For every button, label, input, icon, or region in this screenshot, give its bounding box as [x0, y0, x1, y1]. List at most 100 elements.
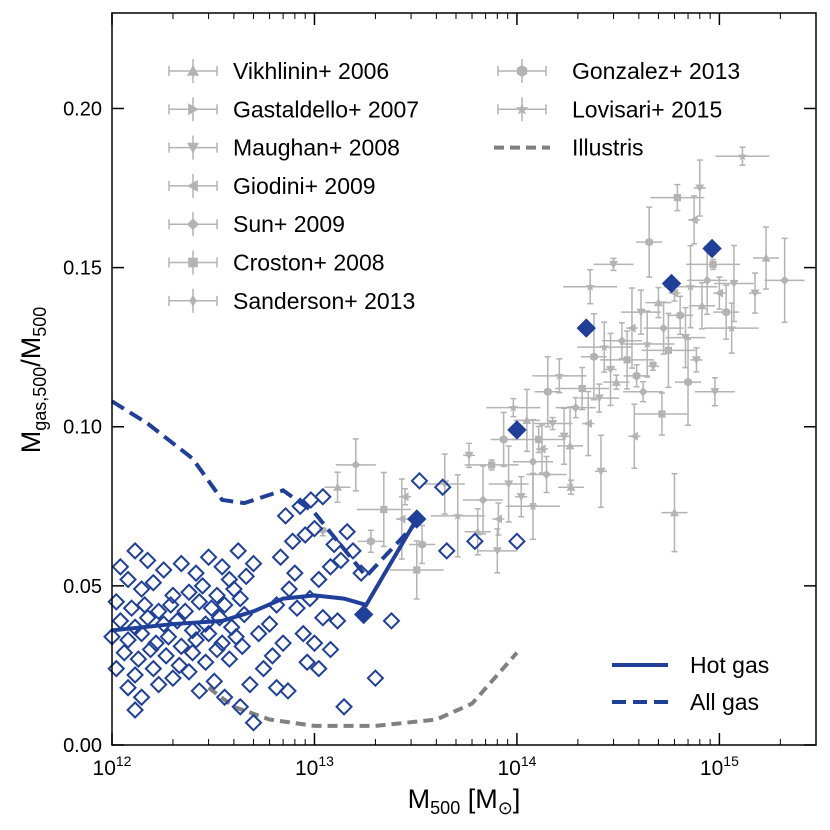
open-diamond-point — [437, 541, 456, 560]
observation-point — [636, 206, 663, 278]
open-diamond-point — [233, 637, 252, 656]
observation-point — [515, 476, 528, 518]
open-diamond-point — [274, 634, 293, 653]
open-diamond-point — [199, 548, 218, 567]
y-tick-label: 0.10 — [63, 417, 102, 439]
open-diamond-point — [231, 697, 250, 716]
y-label-sub2: 500 — [30, 307, 50, 337]
observation-point — [492, 502, 505, 536]
filled-diamond-point — [507, 420, 527, 440]
open-diamond-point — [111, 611, 130, 630]
observation-point — [582, 390, 595, 457]
legend-swatch — [168, 288, 218, 313]
open-diamond-point — [291, 497, 310, 516]
legend-swatch — [168, 212, 218, 237]
x-axis: 1012 1013 1014 1015 — [93, 13, 817, 780]
observation-point — [486, 397, 541, 418]
observation-point — [477, 528, 518, 574]
observation-point — [513, 388, 540, 453]
x-label-unit-sub: ⊙ — [498, 798, 513, 818]
legend-entry: Lovisari+ 2015 — [497, 96, 722, 122]
observation-point — [650, 183, 705, 212]
observation-point — [593, 257, 634, 272]
legend-label: Croston+ 2008 — [233, 250, 385, 276]
observation-point — [764, 237, 805, 324]
legend-entry: Gonzalez+ 2013 — [497, 58, 740, 84]
legend-swatch — [497, 97, 547, 122]
open-diamond-point — [254, 659, 273, 678]
open-diamond-point — [149, 602, 168, 621]
open-diamond-point — [305, 634, 324, 653]
x-tick-label: 1012 — [93, 753, 132, 780]
observation-point — [534, 355, 561, 428]
observation-point — [713, 244, 754, 323]
legend-label: Maughan+ 2008 — [233, 135, 400, 161]
open-diamond-point — [115, 643, 134, 662]
legend-entry: Vikhlinin+ 2006 — [168, 58, 389, 84]
observation-point — [645, 286, 672, 319]
observation-point — [647, 361, 660, 372]
open-diamond-point — [132, 624, 151, 643]
observation-point — [505, 472, 560, 541]
legend-swatch — [168, 135, 218, 160]
observation-point — [623, 364, 650, 388]
observation-point — [335, 438, 376, 492]
x-label-unit-open: [M — [460, 784, 498, 814]
legend-entry: Croston+ 2008 — [168, 250, 385, 276]
open-diamond-point — [176, 602, 195, 621]
open-diamond-point — [199, 624, 218, 643]
x-label-unit-close: ] — [513, 784, 521, 814]
observation-point — [463, 442, 476, 469]
open-diamond-point — [187, 564, 205, 583]
illustris-line — [207, 651, 519, 728]
open-diamond-point — [119, 631, 137, 649]
observation-point — [324, 471, 351, 503]
open-diamond-point — [196, 653, 215, 672]
open-diamond-point — [196, 615, 215, 633]
open-diamond-point — [129, 650, 148, 668]
open-diamond-point — [157, 646, 176, 665]
open-diamond-point — [321, 640, 340, 659]
open-diamond-point — [208, 586, 226, 605]
legend-swatch — [168, 97, 218, 122]
open-diamond-point — [122, 599, 141, 618]
legend-label: Gastaldello+ 2007 — [233, 96, 419, 122]
open-diamond-point — [288, 599, 306, 618]
observation-point — [558, 407, 571, 466]
open-diamond-point — [344, 541, 362, 560]
observation-point — [694, 376, 735, 407]
y-label-slash: /M — [16, 337, 46, 367]
x-tick-label: 1013 — [295, 753, 334, 780]
observation-point — [634, 392, 689, 436]
open-diamond-point — [119, 570, 137, 589]
observation-point — [704, 302, 759, 354]
observation-point — [628, 403, 641, 470]
open-diamond-point — [321, 557, 340, 576]
legend-entry: Gastaldello+ 2007 — [168, 96, 419, 122]
open-diamond-point — [172, 554, 191, 573]
open-diamond-point — [313, 487, 332, 506]
open-diamond-point — [382, 611, 401, 630]
open-diamond-point — [180, 583, 198, 602]
open-diamond-point — [205, 672, 224, 691]
open-diamond-point — [331, 551, 350, 570]
observation-point — [713, 276, 726, 310]
open-diamond-point — [309, 570, 328, 589]
legend-entry: Sanderson+ 2013 — [168, 288, 415, 314]
observation-point — [713, 284, 740, 340]
observation-point — [555, 366, 610, 411]
legend-label: Gonzalez+ 2013 — [572, 58, 740, 84]
legend-entry: Maughan+ 2008 — [168, 135, 400, 161]
observation-point — [555, 396, 596, 419]
legend-label: Giodini+ 2009 — [233, 173, 376, 199]
observation-point — [464, 508, 491, 556]
open-diamond-point — [190, 681, 209, 700]
observation-point — [690, 347, 703, 373]
observation-point — [604, 332, 617, 407]
filled-diamond-point — [702, 238, 722, 259]
open-diamond-point — [231, 589, 250, 608]
open-diamond-point — [283, 532, 302, 551]
observation-point — [424, 453, 465, 515]
open-diamond-point — [210, 608, 229, 627]
open-diamond-point — [213, 557, 232, 576]
